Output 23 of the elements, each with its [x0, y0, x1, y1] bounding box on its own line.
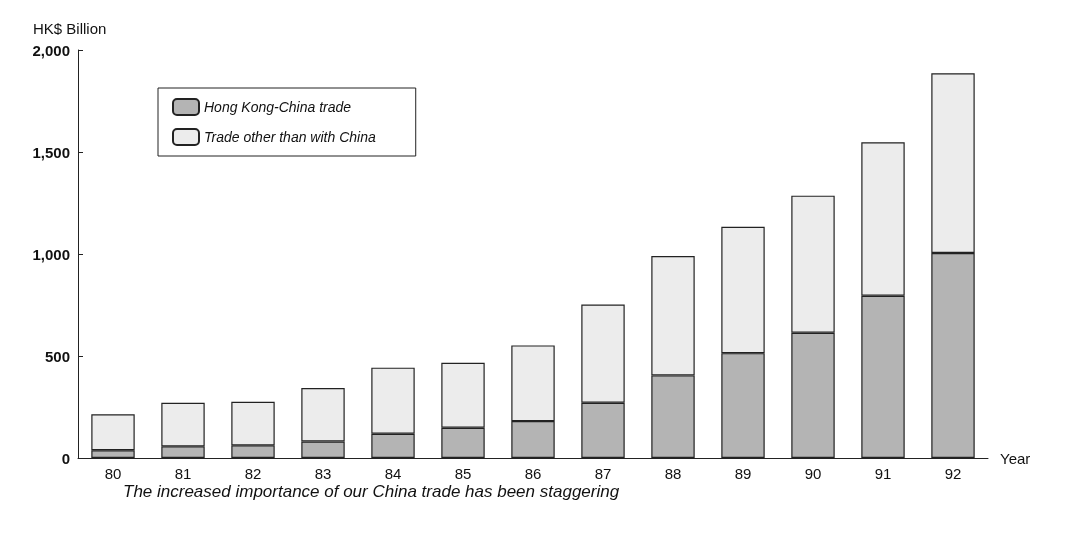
x-tick-label: 84: [384, 465, 402, 482]
legend-label: Trade other than with China: [204, 129, 376, 145]
x-tick-label: 87: [594, 465, 612, 482]
x-axis-title: Year: [1000, 449, 1031, 467]
y-tick-label: 1,500: [32, 143, 70, 161]
y-tick-label: 0: [61, 449, 70, 467]
text: The increased importance of our China trade has been staggering: [123, 482, 620, 501]
y-tick-label: 500: [44, 347, 70, 365]
x-tick-label: 90: [804, 465, 822, 482]
legend-label: Hong Kong-China trade: [204, 99, 352, 115]
y-tick-label: 1,000: [32, 245, 70, 263]
x-tick-label: 88: [664, 465, 682, 482]
x-tick-label: 83: [314, 465, 332, 482]
x-tick-label: 81: [174, 465, 192, 482]
x-tick-label: 82: [244, 465, 262, 482]
y-tick-label: 2,000: [32, 41, 70, 59]
x-tick-label: 86: [524, 465, 542, 482]
x-tick-label: 91: [874, 465, 892, 482]
x-tick-label: 89: [734, 465, 752, 482]
x-tick-label: 80: [104, 465, 122, 482]
x-tick-label: 92: [944, 465, 962, 482]
y-axis-title: HK$ Billion: [33, 20, 107, 37]
x-tick-label: 85: [454, 465, 472, 482]
